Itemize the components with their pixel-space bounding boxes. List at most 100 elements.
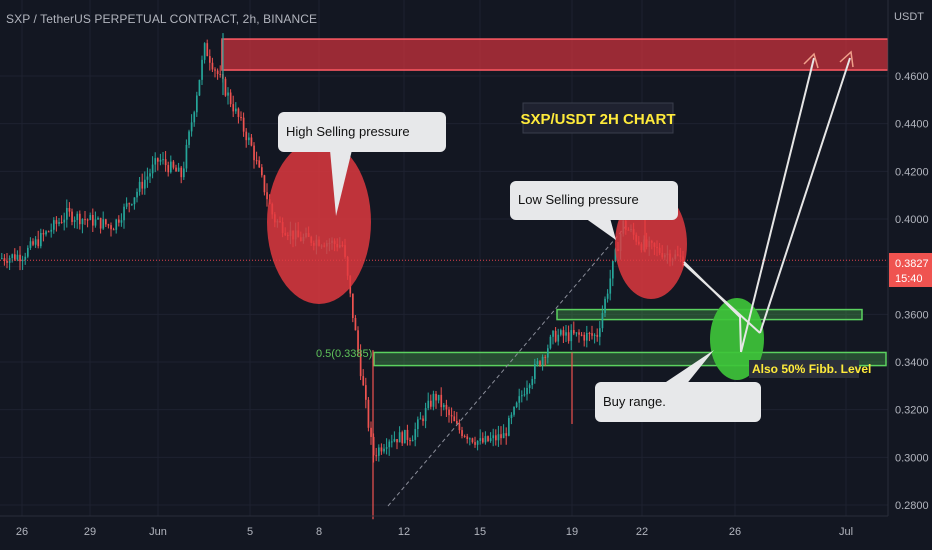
candle-body (255, 160, 258, 162)
candle-body (580, 334, 583, 336)
high-selling-callout (278, 112, 446, 152)
candle-body (583, 334, 586, 341)
candle-body (240, 116, 242, 118)
candle-body (42, 233, 45, 235)
annotation-overlay: High Selling pressure Low Selling pressur… (0, 50, 888, 507)
y-tick-label: 0.3000 (895, 452, 929, 464)
candle-body (172, 161, 175, 168)
candle-body (588, 332, 591, 334)
callout-pointer (330, 150, 352, 216)
candle-body (58, 222, 60, 224)
candle-body (354, 318, 357, 331)
candle-body (261, 167, 263, 176)
candle-body (352, 293, 354, 319)
candle-body (601, 312, 604, 329)
candle-body (573, 330, 575, 334)
y-tick-label: 0.4400 (895, 119, 929, 131)
x-tick-label: 12 (398, 526, 410, 538)
candle-body (164, 159, 167, 166)
candle-body (21, 259, 24, 262)
candle-body (560, 330, 562, 335)
candle-body (177, 167, 180, 172)
candle-body (471, 438, 474, 443)
candle-body (510, 414, 513, 419)
candle-body (94, 219, 97, 226)
candle-body (365, 385, 367, 400)
candle-body (19, 254, 21, 262)
x-tick-label: 5 (247, 526, 253, 538)
y-tick-label: 0.4200 (895, 166, 929, 178)
candle-body (474, 442, 476, 445)
candle-body (157, 158, 159, 162)
x-tick-label: 26 (729, 526, 741, 538)
candle-body (1, 258, 3, 260)
low-selling-label: Low Selling pressure (518, 192, 639, 207)
candle-body (105, 219, 107, 225)
candle-body (495, 435, 497, 441)
candle-body (450, 415, 453, 417)
candle-body (45, 231, 47, 235)
candle-body (541, 356, 544, 366)
candle-body (437, 394, 440, 401)
candle-body (396, 439, 398, 443)
candle-body (406, 429, 409, 440)
buy-range-callout (595, 382, 761, 422)
candle-body (86, 219, 89, 221)
candle-body (219, 74, 222, 76)
candle-body (107, 224, 110, 226)
candle-body (193, 112, 196, 123)
candle-body (11, 254, 14, 258)
candle-body (362, 376, 365, 386)
high-selling-circle (267, 140, 371, 304)
candle-body (596, 334, 599, 337)
candle-body (149, 173, 151, 177)
candle-body (456, 421, 458, 424)
candle-body (440, 394, 443, 408)
candle-body (185, 144, 188, 169)
candle-body (492, 435, 495, 439)
candle-body (518, 396, 521, 403)
candle-body (554, 330, 557, 342)
candle-body (609, 278, 612, 294)
candle-body (209, 56, 211, 63)
candle-body (40, 233, 42, 247)
candle-body (578, 332, 580, 335)
candle-body (445, 404, 448, 410)
candle-body (128, 203, 131, 205)
projection-arrow (740, 57, 815, 353)
candle-body (378, 447, 380, 456)
candle-body (92, 215, 94, 226)
candle-body (141, 181, 144, 189)
candle-body (544, 356, 547, 358)
candle-body (502, 433, 505, 439)
y-axis-unit[interactable]: USDT (894, 11, 924, 23)
candle-body (170, 161, 172, 173)
candle-body (188, 131, 190, 145)
candle-body (388, 441, 391, 448)
candle-body (575, 332, 578, 334)
candle-body (131, 204, 133, 206)
candle-body (63, 219, 66, 223)
candle-body (112, 229, 115, 231)
candle-body (435, 393, 437, 401)
candle-body (133, 197, 136, 205)
candle-body (521, 395, 523, 397)
candle-body (253, 145, 255, 161)
candle-body (539, 361, 541, 366)
candle-body (500, 434, 502, 439)
candle-body (245, 131, 248, 141)
x-tick-label: 8 (316, 526, 322, 538)
x-tick-label: Jul (839, 526, 853, 538)
candle-body (419, 418, 422, 420)
high-selling-label: High Selling pressure (286, 124, 410, 139)
candle-body (250, 137, 253, 146)
x-tick-label: 26 (16, 526, 28, 538)
callout-pointer (585, 218, 616, 240)
candle-body (3, 258, 6, 262)
candle-body (125, 203, 128, 207)
candle-body (266, 192, 268, 200)
candle-body (463, 436, 466, 438)
candle-body (237, 108, 240, 117)
